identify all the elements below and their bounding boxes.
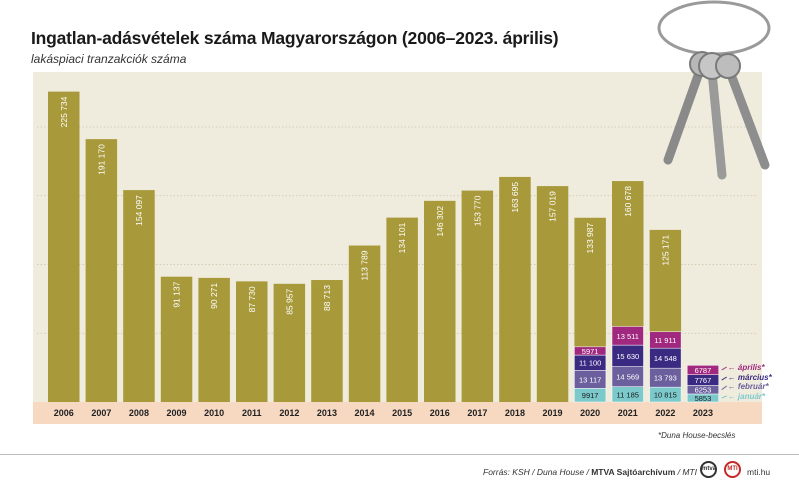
legend-arrow [721,376,727,381]
legend-arrow [721,366,727,371]
month-value-label: 6787 [695,366,712,375]
month-value-label: 13 117 [579,375,601,384]
month-value-label: 10 815 [654,391,677,400]
x-tick-label: 2016 [430,408,450,418]
bar-value-label: 154 097 [134,195,144,226]
month-value-label: 11 911 [654,336,676,345]
bar-2018 [499,176,531,402]
x-tick-label: 2011 [242,408,262,418]
bar-value-label: 160 678 [623,186,633,217]
x-tick-label: 2020 [580,408,600,418]
keys-illustration-part [725,67,770,170]
month-value-label: 5853 [695,394,712,403]
bar-value-label: 91 137 [172,281,182,307]
bar-value-label: 153 770 [472,195,482,226]
bar-value-label: 191 170 [96,144,106,175]
bar-value-label: 113 789 [360,250,370,280]
month-value-label: 14 569 [616,373,639,382]
month-value-label: 5971 [582,347,599,356]
month-value-label: 9917 [582,391,599,400]
month-segment [611,326,644,346]
bar-2011 [236,281,268,402]
x-tick-label: 2015 [392,408,412,418]
bar-value-label: 88 713 [322,285,332,311]
bar-2007 [85,139,118,403]
chart-title: Ingatlan-adásvételek száma Magyarországo… [31,28,559,48]
month-value-label: 14 548 [654,354,677,363]
bar-value-label: 146 302 [435,206,445,237]
source-prefix: Forrás: KSH / Duna House / [483,467,592,477]
x-tick-label: 2006 [54,408,74,418]
bar-2016 [424,200,456,402]
bar-value-label: 125 171 [660,235,670,266]
x-tick-label: 2021 [618,408,638,418]
legend-label: ← április* [728,363,766,372]
bar-value-label: 87 730 [247,286,257,312]
bar-value-label: 85 957 [284,289,294,315]
bar-2009 [160,276,193,402]
footnote: *Duna House-becslés [658,431,736,440]
mti-logo-icon: MTI [724,461,741,478]
keys-illustration-part [663,65,705,165]
source-credit: Forrás: KSH / Duna House / MTVA Sajtóarc… [483,467,697,477]
bar-value-label: 163 695 [510,182,520,213]
legend-label: ← február* [728,382,770,391]
month-value-label: 15 630 [616,352,639,361]
x-tick-label: 2013 [317,408,337,418]
x-tick-label: 2008 [129,408,149,418]
x-tick-label: 2014 [355,408,375,418]
bar-value-label: 133 987 [585,223,595,254]
source-suffix: / MTI [675,467,697,477]
source-bold: MTVA Sajtóarchívum [591,467,676,477]
keys-illustration-part [715,53,741,79]
legend-label: ← március* [728,373,773,382]
chart-subtitle: lakáspiaci tranzakciók száma [31,52,187,66]
month-segment [649,331,682,349]
month-segment [686,365,719,375]
x-tick-label: 2023 [693,408,713,418]
keys-illustration-part [707,67,727,180]
x-tick-label: 2018 [505,408,525,418]
bar-2019 [536,186,569,402]
bar-2015 [386,217,418,402]
month-value-label: 7767 [695,376,712,385]
legend-label: ← január* [728,392,766,401]
bar-value-label: 134 101 [397,222,407,253]
bar-2017 [461,190,494,402]
month-value-label: 13 793 [654,374,677,383]
bar-2008 [123,190,155,402]
x-tick-label: 2017 [467,408,487,418]
month-value-label: 13 511 [617,332,639,341]
bar-2014 [348,245,381,402]
x-tick-label: 2007 [91,408,111,418]
legend-arrow [721,395,727,399]
bar-2012 [273,283,306,402]
x-tick-label: 2022 [655,408,675,418]
keys-illustration-icon [657,0,771,180]
bar-value-label: 157 019 [548,191,558,222]
bar-2013 [311,280,343,402]
month-segment [574,346,607,356]
site-url: mti.hu [747,467,771,477]
month-value-label: 11 100 [579,359,601,368]
x-tick-label: 2009 [167,408,187,418]
x-axis-band [33,402,762,424]
x-tick-label: 2012 [279,408,299,418]
bar-2006 [48,91,80,402]
bar-value-label: 225 734 [59,96,69,127]
mtva-logo-icon: mtva [700,461,717,478]
bar-2010 [198,277,230,402]
month-value-label: 11 185 [617,390,639,399]
x-tick-label: 2019 [543,408,563,418]
keys-illustration-part [657,0,771,56]
footer: Forrás: KSH / Duna House / MTVA Sajtóarc… [0,454,799,486]
x-tick-label: 2010 [204,408,224,418]
legend-arrow [721,385,727,391]
month-value-label: 6253 [695,386,712,395]
bar-value-label: 90 271 [209,283,219,309]
